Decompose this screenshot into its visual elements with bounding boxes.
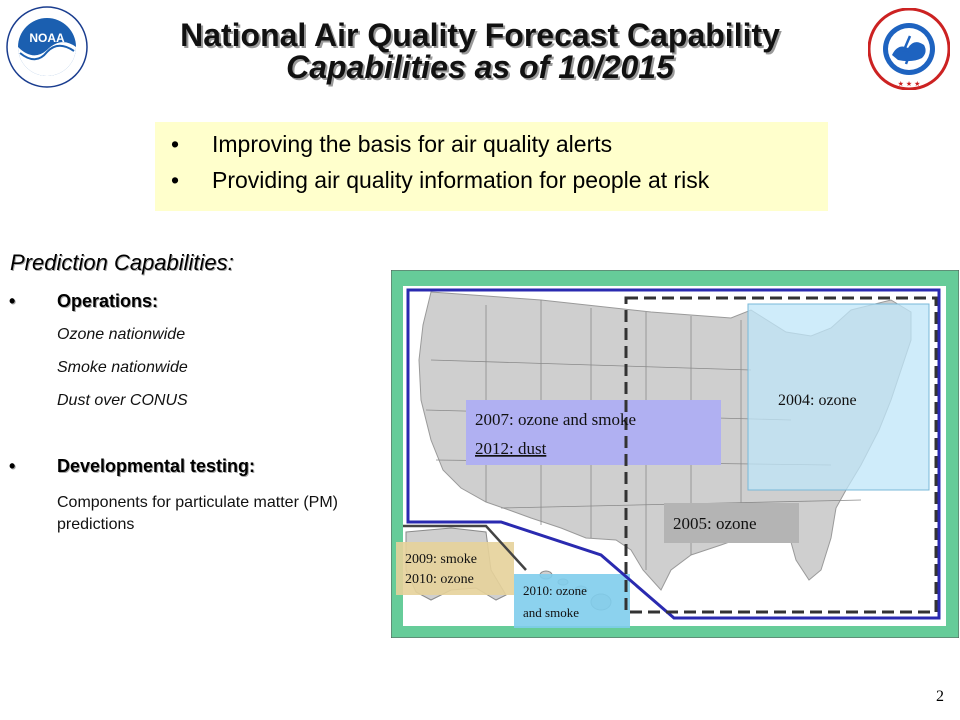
nws-logo: ★ ★ ★ (867, 7, 951, 91)
ozone-2005-region (664, 503, 799, 543)
operations-item: Ozone nationwide (57, 326, 186, 343)
slide-subtitle: Capabilities as of 10/2015 (286, 49, 674, 85)
ozone-2004-region (747, 303, 930, 491)
highlight-banner: Improving the basis for air quality aler… (155, 122, 828, 211)
noaa-logo: NOAA (6, 6, 88, 88)
conus-dashed-boundary (624, 296, 938, 614)
nationwide-boundary (406, 288, 941, 620)
page-number: 2 (936, 688, 944, 705)
alaska-boundary (403, 524, 527, 571)
label-2012: 2012: dust (475, 439, 547, 458)
hawaii-region (514, 574, 630, 628)
label-2007: 2007: ozone and smoke (475, 410, 636, 429)
developmental-description: Components for particulate matter (PM) p… (57, 494, 338, 533)
svg-text:NOAA: NOAA (29, 31, 65, 45)
operations-heading: Operations: (9, 291, 158, 312)
prediction-heading: Prediction Capabilities: (10, 250, 234, 275)
coverage-map: 2004: ozone 2007: ozone and smoke 2012: … (390, 269, 960, 639)
banner-bullet: Improving the basis for air quality aler… (155, 129, 828, 159)
svg-text:★ ★ ★: ★ ★ ★ (898, 80, 921, 88)
conus-2007-region (466, 400, 721, 465)
label-2004: 2004: ozone (778, 392, 857, 409)
alaska-region (396, 542, 514, 595)
label-alaska-2: 2010: ozone (405, 572, 474, 587)
operations-item: Smoke nationwide (57, 359, 188, 376)
banner-bullet: Providing air quality information for pe… (155, 165, 828, 195)
label-2005: 2005: ozone (673, 514, 757, 533)
developmental-heading: Developmental testing: (9, 456, 255, 477)
slide-title: National Air Quality Forecast Capability (180, 17, 780, 53)
operations-item: Dust over CONUS (57, 392, 188, 409)
banner-bullet-list: Improving the basis for air quality aler… (155, 129, 828, 195)
label-hawaii-1: 2010: ozone (523, 583, 587, 598)
label-hawaii-2: and smoke (523, 605, 579, 620)
label-alaska-1: 2009: smoke (405, 552, 477, 567)
